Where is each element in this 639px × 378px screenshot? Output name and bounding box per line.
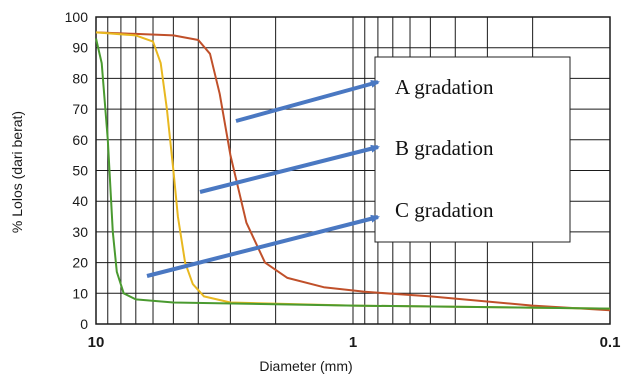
y-tick-label: 90: [72, 40, 88, 56]
x-tick-label: 1: [349, 334, 357, 351]
legend-label-b: B gradation: [395, 136, 494, 160]
y-axis-title: % Lolos (dari berat): [9, 111, 25, 233]
arrow-b: [199, 144, 380, 194]
x-tick-label: 0.1: [600, 334, 621, 351]
legend-box: A gradation B gradation C gradation: [374, 56, 571, 243]
y-tick-label: 80: [72, 70, 88, 86]
y-tick-label: 100: [65, 9, 89, 25]
y-tick-label: 10: [72, 285, 88, 301]
y-tick-label: 70: [72, 101, 88, 117]
annotation-arrows: [146, 79, 380, 278]
series-line-a-gradation: [95, 31, 611, 312]
arrow-a: [235, 79, 380, 123]
x-tick-label: 10: [88, 334, 105, 351]
series-line-c-gradation: [95, 38, 611, 310]
arrow-c: [146, 214, 380, 278]
legend-label-a: A gradation: [395, 75, 494, 99]
y-tick-label: 50: [72, 163, 88, 179]
series-lines: [95, 31, 611, 312]
y-tick-label: 0: [80, 316, 88, 332]
y-tick-label: 20: [72, 255, 88, 271]
plot-frame: [95, 16, 611, 325]
y-tick-label: 30: [72, 224, 88, 240]
legend-label-c: C gradation: [395, 198, 494, 222]
y-tick-label: 60: [72, 132, 88, 148]
y-tick-label: 40: [72, 193, 88, 209]
legend-box-frame: [374, 56, 571, 243]
x-axis-title: Diameter (mm): [259, 358, 352, 374]
